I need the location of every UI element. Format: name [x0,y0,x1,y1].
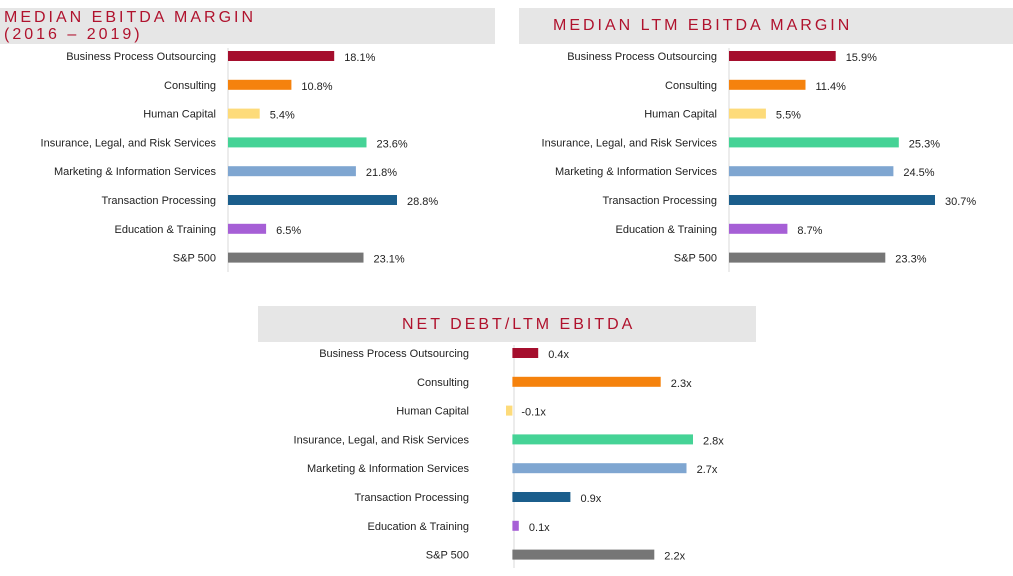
bar [729,108,766,119]
bar [228,51,335,61]
value-label: 25.3% [909,138,940,150]
value-label: 2.3x [671,378,692,390]
bar-chart-1: Business Process Outsourcing 18.1% Consult… [41,48,438,272]
value-label: 23.3% [895,254,926,266]
value-label: 0.1x [529,522,550,534]
value-label: 10.8% [301,81,332,93]
category-label: Transaction Processing [602,195,717,207]
value-label: 2.2x [664,551,685,563]
category-label: Insurance, Legal, and Risk Services [294,434,470,446]
category-label: Transaction Processing [101,195,216,207]
value-label: -0.1x [521,407,546,419]
value-label: 21.8% [366,167,397,179]
value-label: 15.9% [846,52,877,64]
bar [512,492,571,502]
category-label: S&P 500 [426,550,469,562]
value-label: 2.8x [703,435,724,447]
value-label: 23.1% [374,254,405,266]
bar [729,137,899,148]
bar [729,195,935,205]
category-label: Business Process Outsourcing [66,51,216,63]
title-bar [519,8,1013,44]
bar [512,463,687,474]
bar [512,376,661,387]
value-label: 0.9x [581,493,602,505]
category-label: Human Capital [143,109,216,121]
bar [729,166,894,177]
bar [729,79,806,90]
value-label: 0.4x [548,349,569,361]
category-label: Human Capital [396,406,469,418]
category-label: Education & Training [615,224,717,236]
category-label: Human Capital [644,109,717,121]
bar [512,549,655,560]
value-label: 6.5% [276,225,301,237]
category-label: Business Process Outsourcing [319,348,469,360]
value-label: 5.4% [270,110,295,122]
title-bar [0,8,495,44]
category-label: Education & Training [114,224,216,236]
category-label: Marketing & Information Services [54,166,217,178]
bar [729,223,788,234]
value-label: 8.7% [797,225,822,237]
bar [512,520,519,531]
value-label: 28.8% [407,196,438,208]
chart-title-line-1: NET DEBT/LTM EBITDA [402,316,636,333]
bar [512,348,539,358]
category-label: Education & Training [367,521,469,533]
bar [228,195,397,205]
bar [228,166,356,177]
value-label: 2.7x [697,464,718,476]
bar [729,252,886,263]
category-label: Marketing & Information Services [555,166,718,178]
value-label: 11.4% [816,81,847,93]
bar [729,51,836,61]
bar [228,252,364,263]
value-label: 18.1% [344,52,375,64]
category-label: Consulting [665,80,717,92]
category-label: Marketing & Information Services [307,463,470,475]
category-label: S&P 500 [674,253,717,265]
category-label: S&P 500 [173,253,216,265]
chart-title-line-1: MEDIAN LTM EBITDA MARGIN [553,17,853,34]
value-label: 5.5% [776,110,801,122]
chart-title-line-2: (2016 – 2019) [4,26,143,43]
bar-chart-2: Business Process Outsourcing 15.9% Consult… [542,48,976,272]
category-label: Transaction Processing [354,492,469,504]
bar [228,108,260,119]
title-bar [258,306,756,342]
bar [228,79,292,90]
bar [512,434,693,445]
category-label: Insurance, Legal, and Risk Services [542,137,718,149]
value-label: 30.7% [945,196,976,208]
value-label: 24.5% [903,167,934,179]
bar [506,405,513,416]
category-label: Consulting [417,377,469,389]
bar [228,223,267,234]
category-label: Consulting [164,80,216,92]
bar [228,137,367,148]
category-label: Business Process Outsourcing [567,51,717,63]
value-label: 23.6% [377,138,408,150]
chart-title-line-1: MEDIAN EBITDA MARGIN [4,9,257,26]
category-label: Insurance, Legal, and Risk Services [41,137,217,149]
